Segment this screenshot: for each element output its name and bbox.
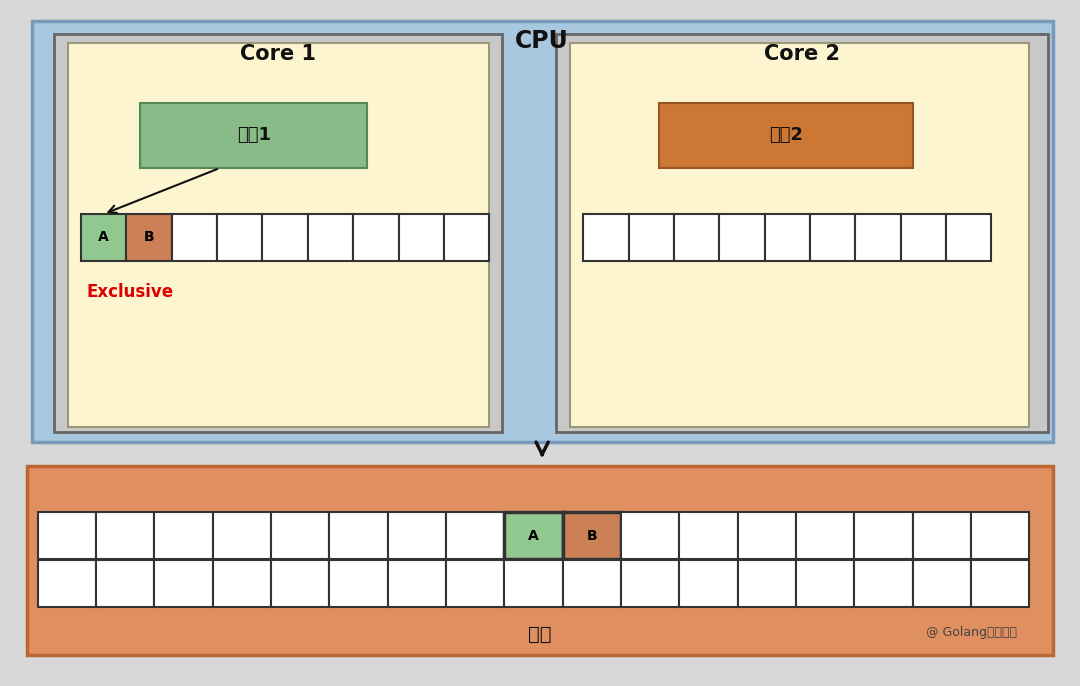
FancyBboxPatch shape (913, 560, 971, 607)
FancyBboxPatch shape (329, 560, 388, 607)
FancyBboxPatch shape (388, 512, 446, 559)
FancyBboxPatch shape (308, 214, 353, 261)
FancyBboxPatch shape (140, 103, 367, 168)
FancyBboxPatch shape (796, 512, 854, 559)
FancyBboxPatch shape (329, 512, 388, 559)
Text: B: B (144, 230, 154, 244)
FancyBboxPatch shape (854, 560, 913, 607)
FancyBboxPatch shape (38, 512, 96, 559)
FancyBboxPatch shape (583, 214, 629, 261)
FancyBboxPatch shape (154, 512, 213, 559)
FancyBboxPatch shape (901, 214, 946, 261)
Text: CPU: CPU (515, 29, 569, 53)
FancyBboxPatch shape (810, 214, 855, 261)
FancyBboxPatch shape (154, 560, 213, 607)
FancyBboxPatch shape (271, 512, 329, 559)
FancyBboxPatch shape (213, 512, 271, 559)
FancyBboxPatch shape (946, 214, 991, 261)
FancyBboxPatch shape (126, 214, 172, 261)
Text: Core 2: Core 2 (764, 43, 840, 64)
FancyBboxPatch shape (556, 34, 1048, 432)
FancyBboxPatch shape (262, 214, 308, 261)
FancyBboxPatch shape (172, 214, 217, 261)
FancyBboxPatch shape (738, 560, 796, 607)
FancyBboxPatch shape (353, 214, 399, 261)
FancyBboxPatch shape (96, 512, 154, 559)
FancyBboxPatch shape (217, 214, 262, 261)
FancyBboxPatch shape (563, 512, 621, 559)
FancyBboxPatch shape (659, 103, 913, 168)
Text: B: B (586, 529, 597, 543)
FancyBboxPatch shape (213, 560, 271, 607)
FancyBboxPatch shape (719, 214, 765, 261)
FancyBboxPatch shape (971, 560, 1029, 607)
FancyBboxPatch shape (563, 560, 621, 607)
FancyBboxPatch shape (446, 512, 504, 559)
FancyBboxPatch shape (504, 512, 563, 559)
Text: Exclusive: Exclusive (86, 283, 174, 300)
Text: 内存: 内存 (528, 625, 552, 644)
FancyBboxPatch shape (765, 214, 810, 261)
FancyBboxPatch shape (271, 560, 329, 607)
FancyBboxPatch shape (854, 512, 913, 559)
FancyBboxPatch shape (971, 512, 1029, 559)
Text: 线煳1: 线煳1 (237, 126, 271, 145)
FancyBboxPatch shape (32, 21, 1053, 442)
FancyBboxPatch shape (81, 214, 126, 261)
FancyBboxPatch shape (679, 560, 738, 607)
FancyBboxPatch shape (504, 560, 563, 607)
FancyBboxPatch shape (674, 214, 719, 261)
FancyBboxPatch shape (621, 512, 679, 559)
FancyBboxPatch shape (738, 512, 796, 559)
FancyBboxPatch shape (621, 560, 679, 607)
FancyBboxPatch shape (444, 214, 489, 261)
FancyBboxPatch shape (796, 560, 854, 607)
FancyBboxPatch shape (54, 34, 502, 432)
FancyBboxPatch shape (855, 214, 901, 261)
Text: A: A (98, 230, 109, 244)
Text: @ Golang技术分享: @ Golang技术分享 (927, 626, 1017, 639)
FancyBboxPatch shape (27, 466, 1053, 655)
FancyBboxPatch shape (388, 560, 446, 607)
FancyBboxPatch shape (913, 512, 971, 559)
Text: 线煳2: 线煳2 (769, 126, 802, 145)
FancyBboxPatch shape (38, 560, 96, 607)
FancyBboxPatch shape (96, 560, 154, 607)
Text: A: A (528, 529, 539, 543)
FancyBboxPatch shape (68, 43, 489, 427)
Text: Core 1: Core 1 (240, 43, 316, 64)
FancyBboxPatch shape (679, 512, 738, 559)
FancyBboxPatch shape (570, 43, 1029, 427)
FancyBboxPatch shape (629, 214, 674, 261)
FancyBboxPatch shape (446, 560, 504, 607)
FancyBboxPatch shape (399, 214, 444, 261)
